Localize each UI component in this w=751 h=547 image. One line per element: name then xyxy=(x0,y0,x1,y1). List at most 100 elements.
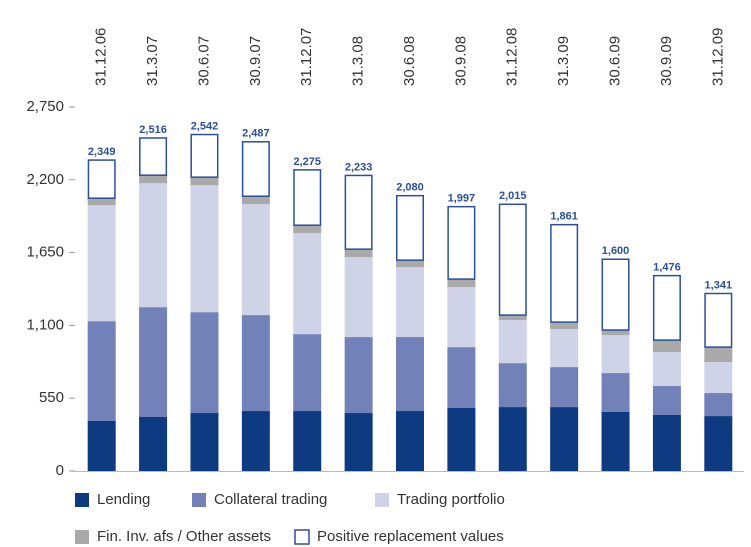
legend-label: Trading portfolio xyxy=(397,491,505,508)
bar-segment xyxy=(190,133,219,178)
bar-segment xyxy=(241,315,270,412)
bar-segment xyxy=(550,329,579,368)
total-label: 1,476 xyxy=(653,262,681,274)
bar-segment xyxy=(704,393,733,417)
bar-segment xyxy=(293,334,322,412)
total-label: 2,349 xyxy=(88,146,116,158)
bar-segment xyxy=(498,320,527,364)
bar-segment xyxy=(139,416,168,471)
bar-segment xyxy=(139,137,168,176)
bar-segment xyxy=(550,367,579,408)
bar-segment xyxy=(704,416,733,471)
y-tick-label: 1,100 xyxy=(26,316,64,333)
x-tick-label: 31.3.09 xyxy=(555,36,572,86)
bar-segment xyxy=(601,373,630,412)
total-label: 1,997 xyxy=(448,193,476,205)
legend-swatch xyxy=(375,493,389,507)
bar-segment xyxy=(87,321,116,421)
total-label: 1,861 xyxy=(550,211,578,223)
total-label: 1,600 xyxy=(602,245,630,257)
bar-segment xyxy=(87,420,116,471)
bar-segment xyxy=(396,267,424,338)
bar-segment xyxy=(293,233,322,335)
legend-label: Collateral trading xyxy=(214,491,327,508)
bar-segment xyxy=(652,415,681,471)
total-label: 2,542 xyxy=(191,120,219,132)
bar-segment xyxy=(190,413,219,471)
bar-segment xyxy=(344,413,373,471)
total-label: 2,516 xyxy=(139,124,167,136)
x-tick-label: 30.9.08 xyxy=(452,36,469,86)
bar-segment xyxy=(652,340,681,353)
bar-segment xyxy=(87,205,116,322)
bar-segment xyxy=(704,347,733,363)
bar-segment xyxy=(652,352,681,387)
bar-segment xyxy=(601,411,630,471)
bar-segment xyxy=(87,198,116,206)
x-tick-label: 31.12.08 xyxy=(504,28,521,86)
y-tick-label: 2,750 xyxy=(26,98,64,115)
bar-segment xyxy=(447,407,476,471)
legend-label: Lending xyxy=(97,491,150,508)
bar-segment xyxy=(704,292,733,348)
total-label: 2,487 xyxy=(242,128,270,140)
legend-swatch xyxy=(75,530,89,544)
bar-segment xyxy=(601,330,630,336)
x-tick-label: 31.12.09 xyxy=(709,28,726,86)
bar-segment xyxy=(652,386,681,416)
y-tick-label: 0 xyxy=(56,462,64,479)
bar-segment xyxy=(550,223,579,323)
bar-segment xyxy=(447,279,476,288)
y-tick-label: 550 xyxy=(39,389,64,406)
bar-segment xyxy=(190,312,219,414)
bar-segment xyxy=(87,159,116,199)
x-tick-label: 31.3.07 xyxy=(144,36,161,86)
bar-segment xyxy=(447,205,476,280)
bar-segment xyxy=(652,274,681,341)
legend-label: Positive replacement values xyxy=(317,528,504,545)
bar-segment xyxy=(498,363,527,408)
y-tick-label: 1,650 xyxy=(26,244,64,261)
bar-segment xyxy=(396,194,424,261)
x-tick-label: 30.6.09 xyxy=(607,36,624,86)
bar-segment xyxy=(139,183,168,308)
legend-swatch xyxy=(75,493,89,507)
x-tick-label: 31.12.06 xyxy=(93,28,110,86)
bar-segment xyxy=(396,260,424,268)
bar-segment xyxy=(293,225,322,234)
bar-segment xyxy=(241,196,270,205)
bar-segment xyxy=(498,315,527,321)
bar-segment xyxy=(139,307,168,417)
bar-segment xyxy=(344,257,373,338)
bar-segment xyxy=(190,177,219,186)
bar-segment xyxy=(498,203,527,316)
x-tick-label: 31.12.07 xyxy=(298,28,315,86)
bar-segment xyxy=(293,411,322,471)
x-tick-label: 30.9.07 xyxy=(247,36,264,86)
total-label: 2,015 xyxy=(499,190,527,202)
bar-segment xyxy=(344,337,373,414)
legend-swatch xyxy=(192,493,206,507)
bar-segment xyxy=(293,169,322,226)
bar-segment xyxy=(396,337,424,412)
bar-segment xyxy=(241,141,270,197)
y-tick-label: 2,200 xyxy=(26,171,64,188)
total-label: 2,080 xyxy=(396,182,424,194)
bar-segment xyxy=(344,249,373,258)
bar-segment xyxy=(550,407,579,471)
bar-segment xyxy=(447,287,476,348)
bar-segment xyxy=(241,204,270,316)
bar-segment xyxy=(344,174,373,250)
total-label: 2,275 xyxy=(293,156,321,168)
bar-segment xyxy=(601,335,630,374)
bar-segment xyxy=(139,175,168,184)
total-label: 2,233 xyxy=(345,161,373,173)
bar-segment xyxy=(498,407,527,471)
bar-segment xyxy=(447,347,476,408)
bar-segment xyxy=(190,185,219,313)
bar-segment xyxy=(241,411,270,471)
legend-swatch xyxy=(294,529,310,545)
bar-segment xyxy=(601,258,630,331)
total-label: 1,341 xyxy=(705,279,733,291)
